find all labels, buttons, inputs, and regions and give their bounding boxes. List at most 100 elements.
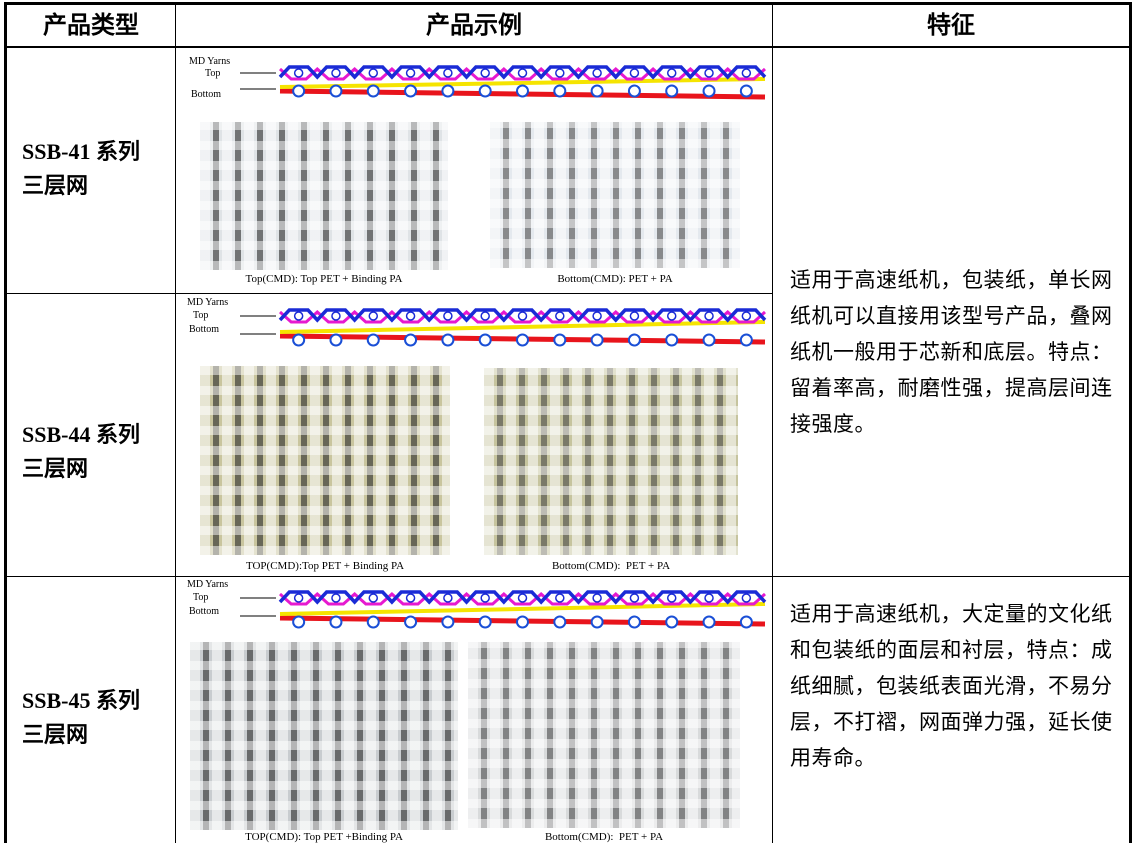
- fabric-photo: [484, 368, 738, 555]
- diagram-shape: [704, 68, 714, 78]
- diagram-shape: [278, 590, 767, 605]
- diagram-shape: [405, 311, 416, 321]
- diagram-shape: [478, 333, 492, 347]
- diagram-shape: [592, 311, 602, 321]
- diagram-shape: [666, 593, 677, 603]
- diagram-shape: [366, 615, 380, 629]
- diagram-shape: [279, 77, 766, 89]
- diagram-shape: [627, 615, 641, 629]
- diagram-shape: [366, 84, 380, 98]
- diagram-shape: [516, 84, 529, 98]
- diagram-shape: [405, 593, 416, 603]
- diagram-shape: [293, 68, 304, 78]
- weave-diagram: MD Yarns Top Bottom: [187, 579, 767, 629]
- diagram-shape: [279, 309, 766, 324]
- photo-caption: Bottom(CMD): PET + PA: [557, 273, 673, 285]
- photo-caption: TOP(CMD): Top PET +Binding PA: [245, 831, 403, 843]
- diagram-shape: [590, 333, 604, 347]
- diagram-shape: [517, 593, 528, 603]
- diagram-label: MD Yarns: [187, 297, 228, 308]
- diagram-shape: [739, 84, 753, 98]
- diagram-shape: [704, 311, 714, 321]
- diagram-shape: [702, 333, 716, 347]
- photo-caption: TOP(CMD):Top PET + Binding PA: [245, 560, 405, 572]
- diagram-label: MD Yarns: [189, 56, 230, 67]
- diagram-shape: [441, 615, 455, 629]
- diagram-shape: [739, 333, 753, 347]
- diagram-shape: [480, 593, 490, 603]
- weave-diagram: MD Yarns Top Bottom: [187, 297, 767, 347]
- fabric-photo: [190, 642, 458, 830]
- diagram-shape: [592, 68, 602, 78]
- diagram-shape: [404, 333, 418, 347]
- diagram-shape: [704, 593, 714, 603]
- diagram-shape: [702, 615, 716, 629]
- diagram-label: Top: [205, 68, 220, 79]
- diagram-shape: [279, 602, 766, 616]
- diagram-shape: [441, 84, 455, 98]
- feature-text: 适用于高速纸机，包装纸，单长网纸机可以直接用该型号产品，叠网纸机一般用于芯新和底…: [790, 268, 1113, 436]
- fabric-photo: [468, 642, 740, 828]
- diagram-shape: [478, 615, 492, 629]
- photo-caption: Top(CMD): Top PET + Binding PA: [245, 273, 403, 285]
- border: [4, 2, 7, 843]
- fabric-photo: [200, 122, 448, 270]
- diagram-shape: [741, 68, 752, 78]
- diagram-shape: [331, 311, 341, 321]
- diagram-shape: [278, 308, 767, 323]
- diagram-label: Top: [193, 592, 208, 603]
- diagram-shape: [329, 615, 343, 629]
- feature-text: 适用于高速纸机，大定量的文化纸和包装纸的面层和衬层，特点：成纸细腻，包装纸表面光…: [790, 602, 1113, 770]
- diagram-shape: [368, 311, 379, 321]
- diagram-shape: [279, 66, 766, 81]
- diagram-shape: [553, 615, 567, 629]
- diagram-shape: [555, 311, 565, 321]
- diagram-shape: [627, 333, 641, 347]
- product-name: SSB-44 系列三层网: [22, 422, 140, 481]
- diagram-shape: [629, 311, 640, 321]
- diagram-shape: [293, 593, 304, 603]
- diagram-shape: [278, 65, 767, 80]
- border: [4, 576, 1132, 577]
- header-cell: 产品类型: [43, 13, 139, 39]
- diagram-shape: [629, 593, 640, 603]
- diagram-shape: [516, 333, 529, 347]
- diagram-shape: [366, 333, 380, 347]
- diagram-shape: [292, 615, 306, 629]
- diagram-shape: [404, 84, 418, 98]
- diagram-shape: [480, 68, 490, 78]
- diagram-shape: [590, 615, 604, 629]
- diagram-shape: [741, 593, 752, 603]
- diagram-shape: [517, 311, 528, 321]
- diagram-shape: [293, 311, 304, 321]
- diagram-shape: [516, 615, 529, 629]
- border: [4, 2, 1132, 5]
- fabric-photo: [490, 122, 740, 268]
- diagram-shape: [292, 333, 306, 347]
- diagram-shape: [443, 311, 453, 321]
- diagram-shape: [331, 68, 341, 78]
- diagram-shape: [555, 68, 565, 78]
- diagram-shape: [279, 320, 766, 334]
- diagram-shape: [368, 68, 379, 78]
- diagram-shape: [702, 84, 716, 98]
- border: [4, 46, 1132, 48]
- diagram-shape: [404, 615, 418, 629]
- diagram-shape: [629, 68, 640, 78]
- weave-diagram: MD Yarns Top Bottom: [189, 56, 767, 100]
- diagram-shape: [292, 84, 306, 98]
- diagram-shape: [329, 84, 343, 98]
- header-cell: 产品示例: [426, 13, 522, 39]
- product-name: SSB-45 系列三层网: [22, 688, 140, 747]
- diagram-shape: [517, 68, 528, 78]
- diagram-shape: [665, 615, 679, 629]
- diagram-shape: [627, 84, 641, 98]
- diagram-label: Bottom: [189, 606, 219, 617]
- diagram-shape: [443, 593, 453, 603]
- diagram-shape: [329, 333, 343, 347]
- diagram-shape: [405, 68, 416, 78]
- diagram-shape: [480, 311, 490, 321]
- diagram-shape: [590, 84, 604, 98]
- border: [1129, 2, 1132, 843]
